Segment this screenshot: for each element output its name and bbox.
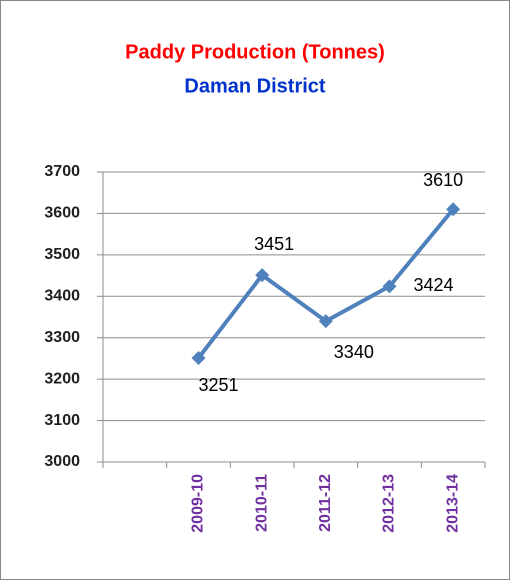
- x-tick-label: 2009-10: [190, 474, 207, 533]
- y-tick-label: 3100: [44, 412, 80, 429]
- data-label: 3610: [423, 170, 463, 190]
- data-point: [318, 314, 333, 329]
- y-tick-label: 3400: [44, 288, 80, 305]
- y-tick-label: 3300: [44, 329, 80, 346]
- y-tick-label: 3600: [44, 205, 80, 222]
- data-point: [382, 279, 397, 294]
- x-tick-label: 2010-11: [253, 474, 270, 532]
- chart-title: Paddy Production (Tonnes): [125, 41, 385, 63]
- data-label: 3340: [334, 342, 374, 362]
- y-tick-label: 3700: [44, 163, 80, 180]
- data-label: 3424: [413, 275, 453, 295]
- data-point: [255, 268, 270, 283]
- data-point: [446, 202, 461, 217]
- y-tick-label: 3500: [44, 246, 80, 263]
- y-tick-label: 3000: [44, 453, 80, 470]
- chart-subtitle: Daman District: [184, 75, 325, 97]
- y-tick-label: 3200: [44, 370, 80, 387]
- data-point: [191, 351, 206, 366]
- x-tick-label: 2013-14: [444, 474, 461, 533]
- x-tick-label: 2011-12: [317, 474, 334, 532]
- data-label: 3451: [254, 234, 294, 254]
- x-tick-label: 2012-13: [381, 474, 398, 533]
- data-label: 3251: [198, 375, 238, 395]
